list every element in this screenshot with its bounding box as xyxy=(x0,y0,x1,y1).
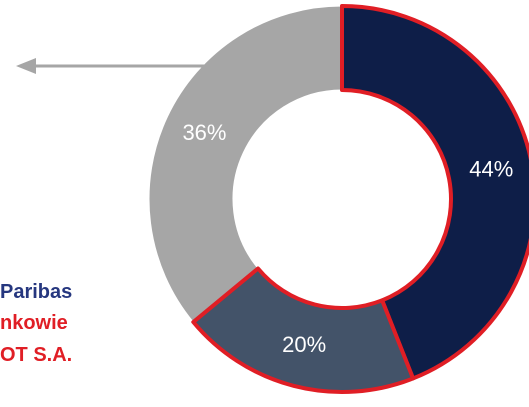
donut-slice-labels: 44% 20% 36% xyxy=(182,120,513,357)
legend-text-bankowie: nkowie xyxy=(0,312,68,334)
arrow-head xyxy=(16,58,36,74)
legend-text-paribas: Paribas xyxy=(0,281,73,303)
slice-20-percent xyxy=(191,266,416,394)
slice-36-percent xyxy=(148,5,343,323)
slice-label: 44% xyxy=(469,156,513,181)
legend-text-pko-bp: OT S.A. xyxy=(0,344,73,366)
donut-slices xyxy=(148,4,529,394)
left-arrow-icon xyxy=(16,58,208,74)
slice-44-percent xyxy=(340,4,529,381)
slice-label: 20% xyxy=(282,332,326,357)
slice-label: 36% xyxy=(182,120,226,145)
